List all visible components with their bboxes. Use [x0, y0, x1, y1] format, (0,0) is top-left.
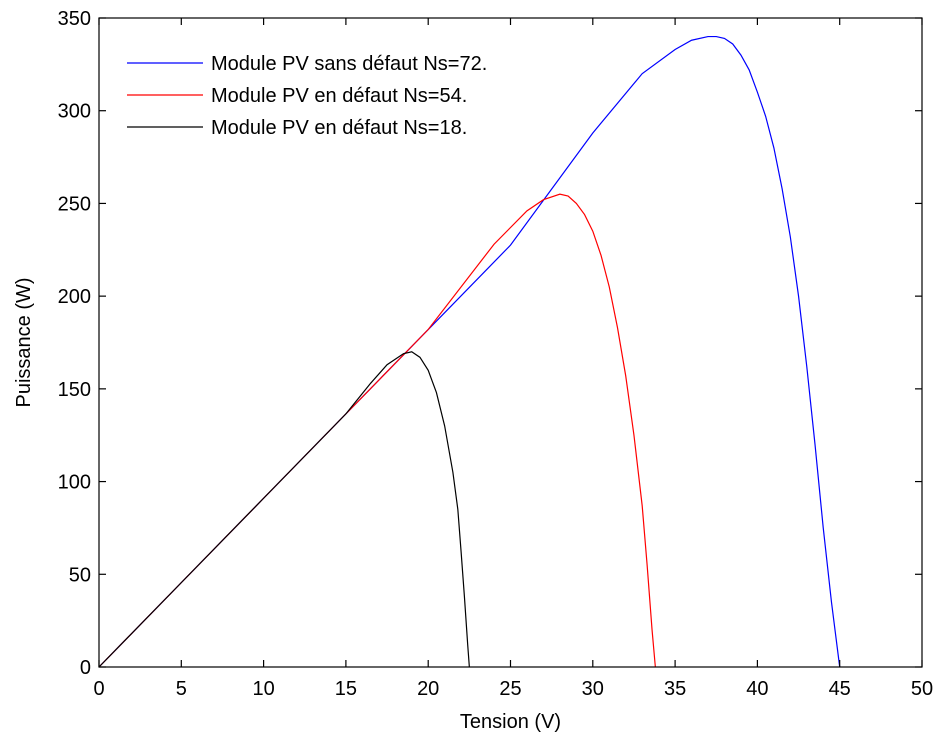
x-tick-label: 5	[176, 678, 187, 700]
y-tick-label: 200	[58, 286, 91, 308]
x-tick-label: 10	[252, 678, 274, 700]
x-tick-label: 20	[417, 678, 439, 700]
y-tick-label: 0	[80, 657, 91, 679]
legend-label-1: Module PV sans défaut Ns=72.	[211, 53, 487, 75]
y-tick-labels: 0 50 100 150 200 250 300 350	[58, 8, 91, 679]
y-tick-label: 350	[58, 8, 91, 30]
series-line-3	[98, 351, 470, 668]
legend-label-3: Module PV en défaut Ns=18.	[211, 117, 467, 139]
x-tick-label: 45	[829, 678, 851, 700]
series-line-1	[98, 35, 841, 668]
x-tick-label: 25	[499, 678, 521, 700]
x-tick-label: 0	[93, 678, 104, 700]
legend: Module PV sans défaut Ns=72. Module PV en…	[127, 53, 487, 139]
x-tick-label: 40	[746, 678, 768, 700]
y-tick-label: 50	[69, 564, 91, 586]
x-tick-label: 15	[335, 678, 357, 700]
y-axis-label: Puissance (W)	[13, 277, 35, 407]
x-tick-labels: 0 5 10 15 20 25 30 35 40 45 50	[93, 678, 933, 700]
y-tick-label: 100	[58, 472, 91, 494]
y-tick-label: 300	[58, 101, 91, 123]
y-tick-label: 250	[58, 193, 91, 215]
series-lines	[98, 35, 841, 668]
axis-ticks	[98, 17, 923, 668]
x-axis-label: Tension (V)	[460, 711, 561, 733]
x-tick-label: 35	[664, 678, 686, 700]
y-tick-label: 150	[58, 379, 91, 401]
x-tick-label: 50	[911, 678, 933, 700]
legend-label-2: Module PV en défaut Ns=54.	[211, 85, 467, 107]
series-line-2	[98, 193, 656, 668]
x-tick-label: 30	[582, 678, 604, 700]
